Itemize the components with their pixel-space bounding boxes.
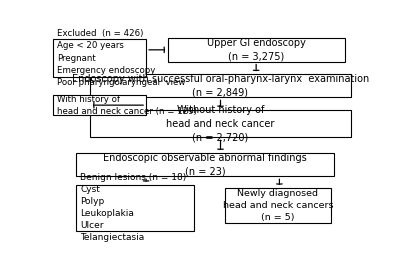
- FancyBboxPatch shape: [168, 38, 344, 62]
- FancyBboxPatch shape: [76, 185, 194, 231]
- FancyBboxPatch shape: [90, 74, 351, 97]
- FancyBboxPatch shape: [225, 188, 330, 223]
- Text: With history of
head and neck cancer (n = 129): With history of head and neck cancer (n …: [57, 95, 197, 116]
- Text: Newly diagnosed
head and neck cancers
(n = 5): Newly diagnosed head and neck cancers (n…: [223, 189, 333, 222]
- FancyBboxPatch shape: [53, 95, 146, 115]
- Text: Without history of
head and neck cancer
(n = 2,720): Without history of head and neck cancer …: [166, 105, 275, 142]
- Text: Upper GI endoscopy
(n = 3,275): Upper GI endoscopy (n = 3,275): [207, 38, 306, 62]
- Text: Benign lesions (n = 18)
Cyst
Polyp
Leukoplakia
Ulcer
Telangiectasia: Benign lesions (n = 18) Cyst Polyp Leuko…: [80, 173, 186, 242]
- FancyBboxPatch shape: [76, 153, 334, 176]
- Text: Endoscopic observable abnormal findings
(n = 23): Endoscopic observable abnormal findings …: [103, 153, 307, 176]
- Text: Endoscopy with successful oral-pharynx-larynx  examination
(n = 2,849): Endoscopy with successful oral-pharynx-l…: [72, 74, 369, 97]
- FancyBboxPatch shape: [53, 39, 146, 77]
- Text: Excluded  (n = 426)
Age < 20 years
Pregnant
Emergency endoscopy
Poor pharyngolar: Excluded (n = 426) Age < 20 years Pregna…: [57, 29, 185, 87]
- FancyBboxPatch shape: [90, 110, 351, 138]
